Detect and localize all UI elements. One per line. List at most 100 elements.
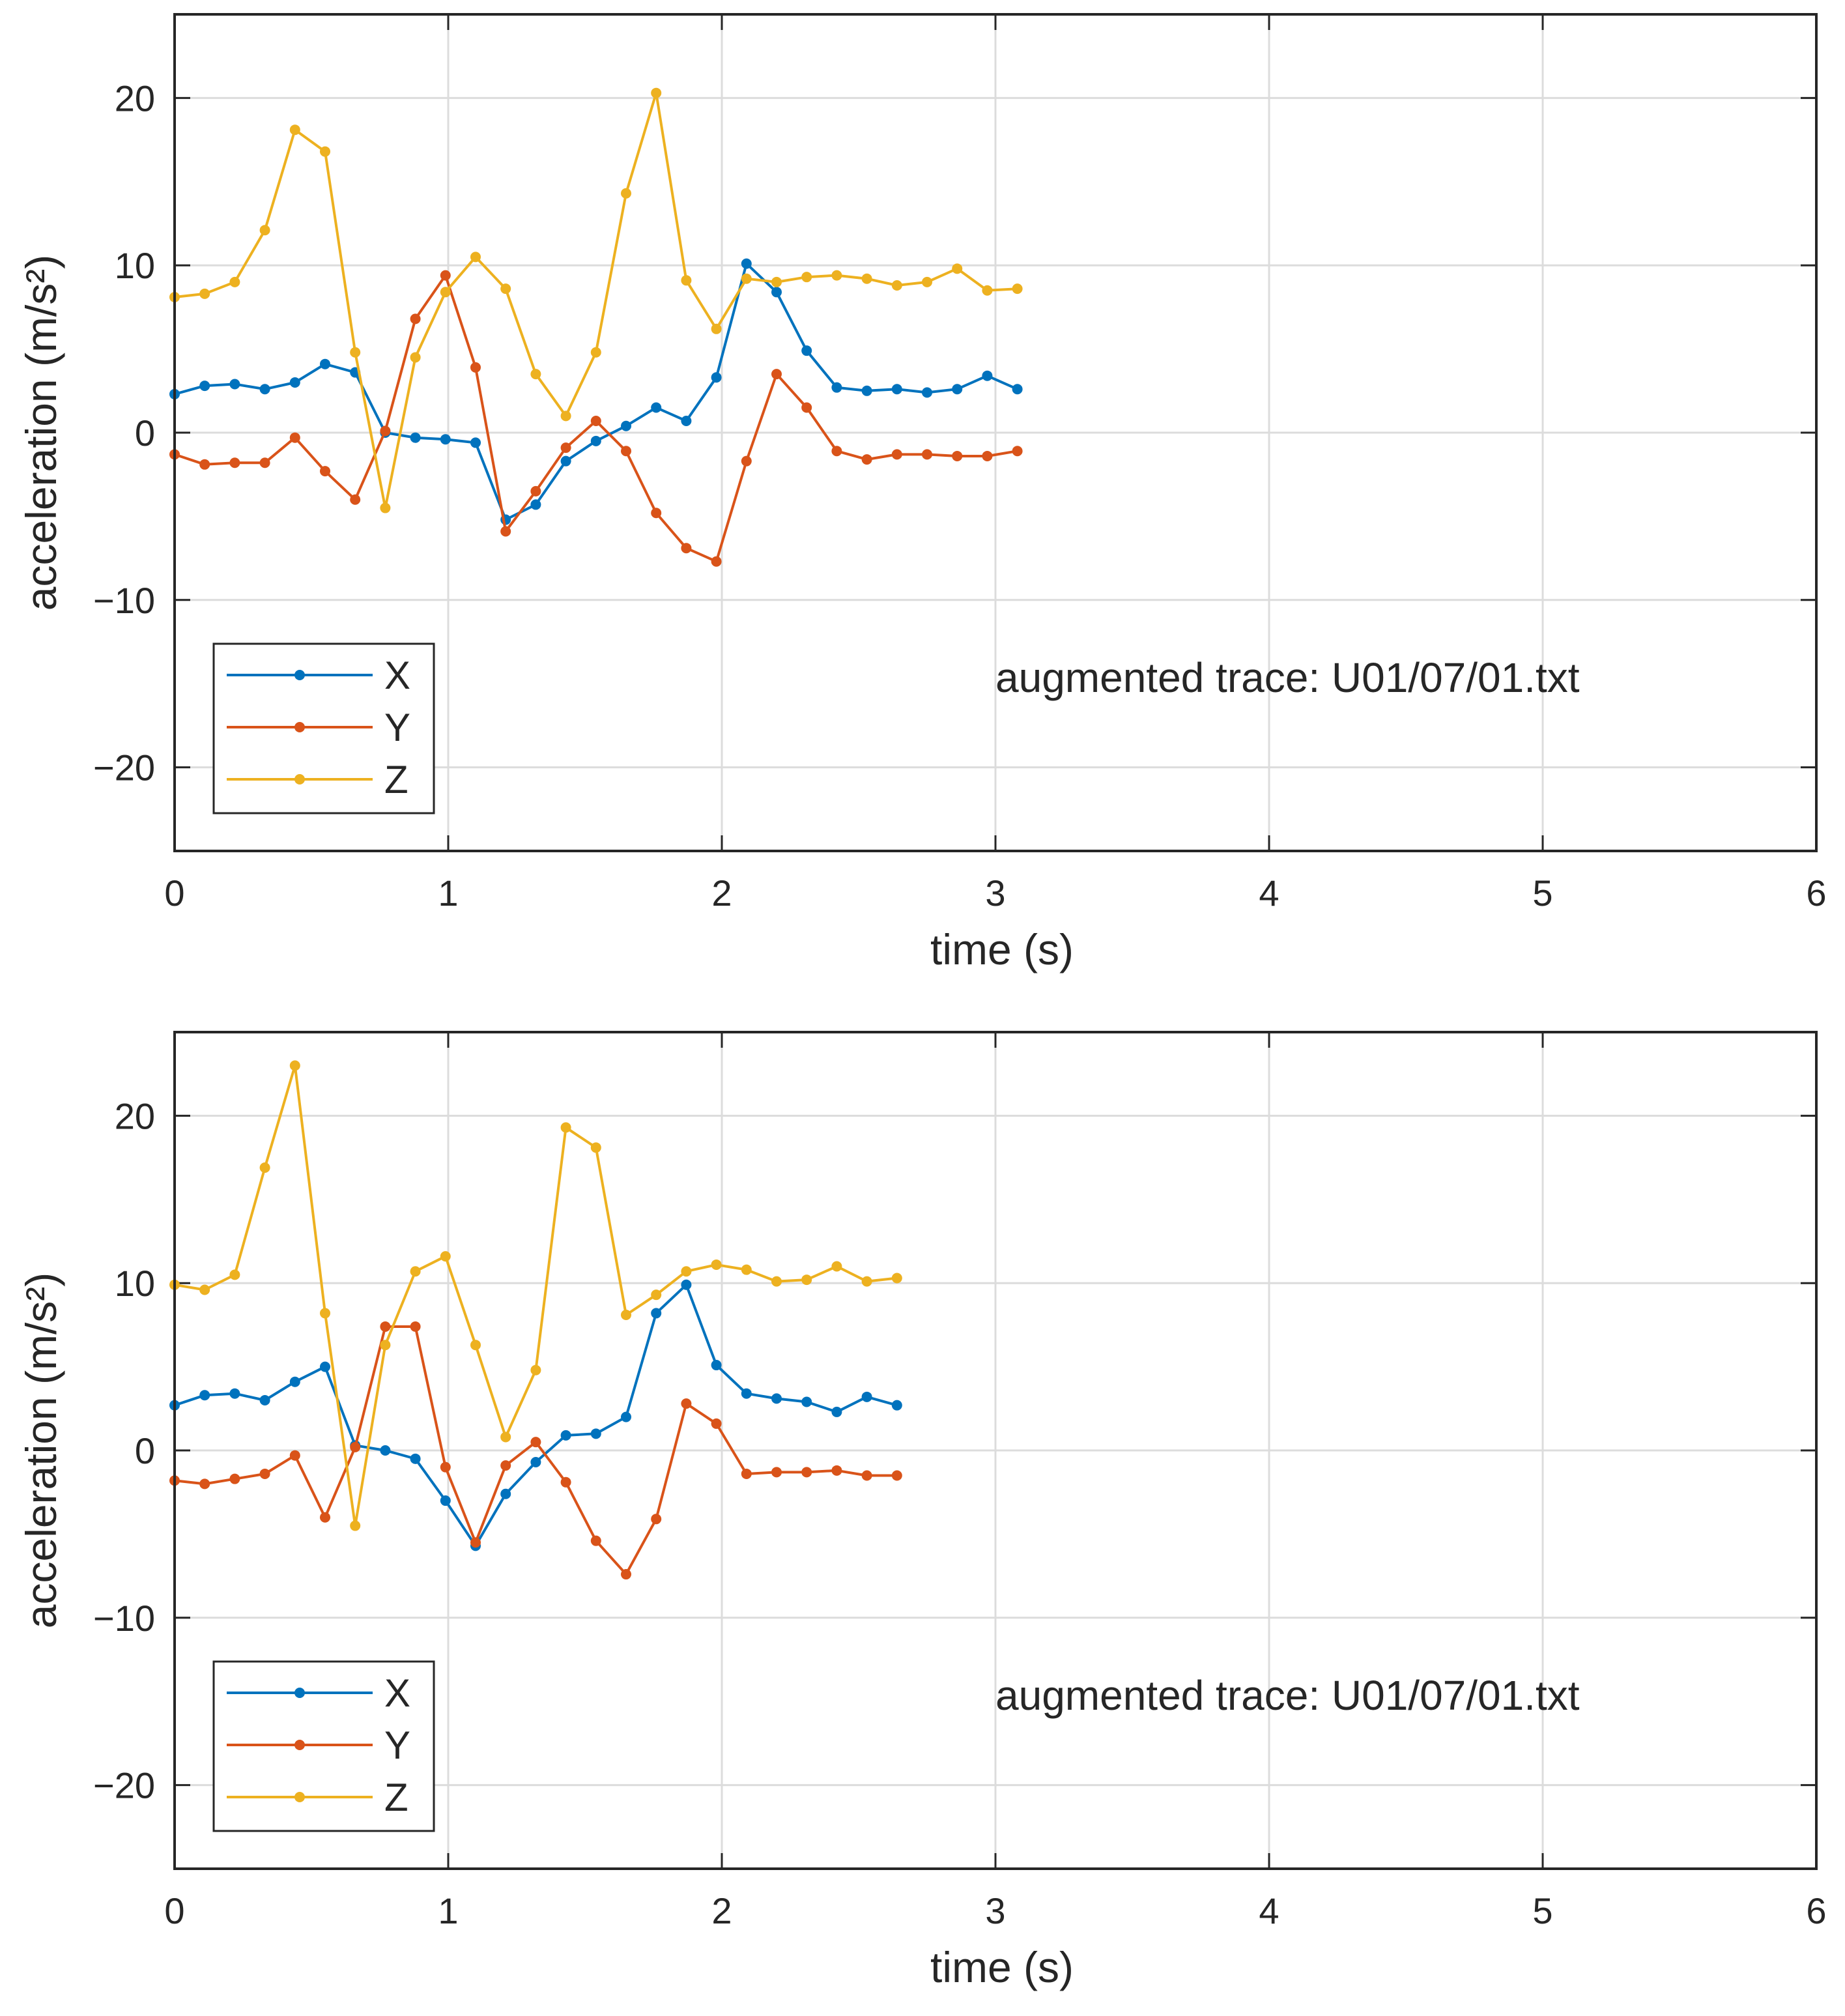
x-tick-label: 0 bbox=[164, 872, 184, 914]
data-point-z bbox=[500, 1432, 511, 1443]
data-point-z bbox=[199, 288, 210, 299]
x-tick-label: 6 bbox=[1806, 1890, 1826, 1931]
data-point-x bbox=[831, 382, 842, 393]
data-point-z bbox=[289, 124, 300, 136]
y-tick-label: 20 bbox=[115, 1095, 155, 1136]
data-point-x bbox=[1012, 384, 1023, 395]
data-point-z bbox=[590, 347, 601, 358]
data-point-y bbox=[741, 455, 752, 467]
data-point-z bbox=[410, 352, 421, 363]
data-point-y bbox=[259, 1468, 270, 1479]
data-point-y bbox=[530, 1437, 541, 1448]
data-point-x bbox=[861, 385, 872, 396]
legend-marker-y bbox=[294, 722, 305, 732]
data-point-y bbox=[711, 556, 722, 567]
data-point-y bbox=[922, 449, 932, 460]
data-point-z bbox=[350, 1520, 361, 1531]
data-point-x bbox=[801, 345, 812, 356]
legend: XYZ bbox=[212, 642, 435, 814]
x-tick-label: 0 bbox=[164, 1890, 184, 1931]
data-point-z bbox=[771, 1276, 782, 1287]
data-point-x bbox=[651, 402, 662, 413]
data-point-z bbox=[621, 1309, 631, 1320]
data-point-x bbox=[891, 1400, 902, 1411]
data-point-z bbox=[651, 1289, 662, 1301]
data-point-x bbox=[229, 1388, 240, 1399]
data-point-z bbox=[229, 276, 240, 287]
data-point-x bbox=[500, 1488, 511, 1499]
x-tick-label: 2 bbox=[711, 872, 732, 914]
data-point-z bbox=[801, 272, 812, 283]
data-point-y bbox=[590, 1535, 601, 1546]
x-tick-label: 3 bbox=[985, 1890, 1005, 1931]
data-point-x bbox=[771, 287, 782, 298]
data-point-z bbox=[199, 1284, 210, 1295]
data-point-x bbox=[199, 1390, 210, 1401]
data-point-z bbox=[982, 285, 993, 296]
data-point-y bbox=[229, 457, 240, 468]
y-tick-label: −20 bbox=[93, 1765, 155, 1806]
data-point-z bbox=[952, 263, 963, 274]
y-tick-label: 20 bbox=[115, 78, 155, 119]
data-point-y bbox=[440, 270, 451, 281]
data-point-y bbox=[831, 446, 842, 457]
data-point-y bbox=[470, 1537, 481, 1548]
data-point-x bbox=[771, 1393, 782, 1404]
legend-label-z: Z bbox=[384, 758, 408, 801]
data-point-y bbox=[440, 1462, 451, 1473]
data-point-z bbox=[1012, 283, 1023, 295]
data-point-x bbox=[259, 384, 270, 395]
data-point-x bbox=[711, 372, 722, 383]
data-point-z bbox=[741, 273, 752, 284]
data-point-y bbox=[801, 1467, 812, 1478]
data-point-y bbox=[229, 1473, 240, 1484]
y-tick-label: 0 bbox=[135, 412, 155, 454]
x-tick-label: 2 bbox=[711, 1890, 732, 1931]
data-point-x bbox=[621, 420, 631, 431]
data-point-z bbox=[771, 276, 782, 287]
legend: XYZ bbox=[212, 1660, 435, 1832]
data-point-z bbox=[229, 1269, 240, 1280]
data-point-x bbox=[952, 384, 963, 395]
legend-marker-x bbox=[294, 1688, 305, 1698]
data-point-x bbox=[259, 1394, 270, 1405]
data-point-z bbox=[350, 347, 361, 358]
data-point-y bbox=[320, 1512, 330, 1523]
y-tick-label: 10 bbox=[115, 1263, 155, 1304]
data-point-y bbox=[621, 1569, 631, 1580]
data-point-y bbox=[952, 450, 963, 461]
data-point-z bbox=[259, 1162, 270, 1174]
data-point-x bbox=[289, 1376, 300, 1387]
data-point-y bbox=[1012, 446, 1023, 457]
legend-label-y: Y bbox=[384, 706, 410, 749]
data-point-z bbox=[891, 280, 902, 291]
data-point-x bbox=[410, 1453, 421, 1464]
data-point-x bbox=[289, 377, 300, 388]
data-point-z bbox=[681, 1266, 692, 1277]
data-point-x bbox=[560, 1430, 571, 1441]
data-point-y bbox=[500, 1460, 511, 1471]
legend-label-y: Y bbox=[384, 1723, 410, 1767]
annotation-text: augmented trace: U01/07/01.txt bbox=[995, 654, 1580, 701]
legend-label-z: Z bbox=[384, 1776, 408, 1819]
data-point-y bbox=[350, 1441, 361, 1452]
y-tick-label: 10 bbox=[115, 245, 155, 286]
data-point-x bbox=[440, 1495, 451, 1506]
data-point-z bbox=[560, 1122, 571, 1133]
chart-1: 0 1 2 3 4 5 6 −20 −10 0 10 20 time (s) acceleration (… bbox=[17, 13, 1827, 973]
data-point-y bbox=[410, 1321, 421, 1332]
data-point-y bbox=[380, 1321, 391, 1332]
x-tick-label: 3 bbox=[985, 872, 1005, 914]
data-point-z bbox=[711, 1259, 722, 1270]
data-point-y bbox=[320, 466, 330, 477]
legend-label-x: X bbox=[384, 654, 410, 697]
data-point-z bbox=[801, 1274, 812, 1286]
axes-frame bbox=[173, 1031, 1818, 1870]
data-point-y bbox=[651, 508, 662, 519]
data-point-y bbox=[289, 1450, 300, 1461]
data-point-x bbox=[831, 1406, 842, 1417]
chart-2: 0 1 2 3 4 5 6 −20 −10 0 10 20 time (s) acceleration (… bbox=[17, 1031, 1827, 1991]
data-point-y bbox=[621, 446, 631, 457]
x-tick-label: 4 bbox=[1259, 1890, 1279, 1931]
x-tick-label: 6 bbox=[1806, 872, 1826, 914]
